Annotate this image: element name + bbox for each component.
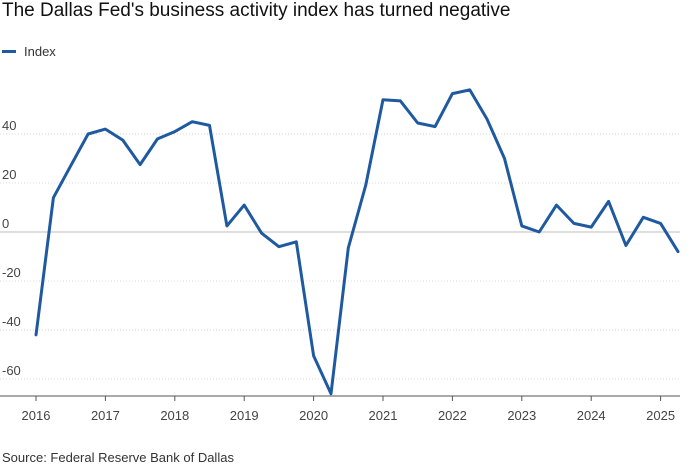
- y-tick-label--20: -20: [2, 265, 21, 280]
- y-tick-label--40: -40: [2, 314, 21, 329]
- chart-title: The Dallas Fed's business activity index…: [2, 0, 511, 21]
- grid-layer: [0, 133, 680, 380]
- y-axis: -60 -40 -20 0 20 40: [2, 118, 21, 378]
- x-tick-label-2018: 2018: [160, 408, 189, 423]
- x-tick-label-2019: 2019: [230, 408, 259, 423]
- legend-label-index: Index: [24, 44, 56, 59]
- y-tick-label-0: 0: [2, 216, 9, 231]
- x-tick-label-2023: 2023: [507, 408, 536, 423]
- legend: Index: [2, 44, 56, 59]
- legend-swatch-index: [2, 50, 16, 53]
- x-tick-labels: 2016 2017 2018 2019 2020 2021 2022 2023 2024 2025: [22, 408, 676, 423]
- series-layer: [34, 88, 680, 396]
- x-tick-label-2017: 2017: [91, 408, 120, 423]
- x-tick-label-2025: 2025: [646, 408, 675, 423]
- y-tick-label-40: 40: [2, 118, 16, 133]
- y-tick-label--60: -60: [2, 363, 21, 378]
- y-tick-label-20: 20: [2, 167, 16, 182]
- x-tick-label-2022: 2022: [438, 408, 467, 423]
- source-note: Source: Federal Reserve Bank of Dallas: [2, 450, 234, 465]
- series-line-index: [34, 88, 680, 396]
- x-tick-label-2016: 2016: [22, 408, 51, 423]
- x-tick-label-2024: 2024: [577, 408, 606, 423]
- x-tick-label-2021: 2021: [369, 408, 398, 423]
- x-tick-label-2020: 2020: [299, 408, 328, 423]
- x-axis: [0, 395, 680, 401]
